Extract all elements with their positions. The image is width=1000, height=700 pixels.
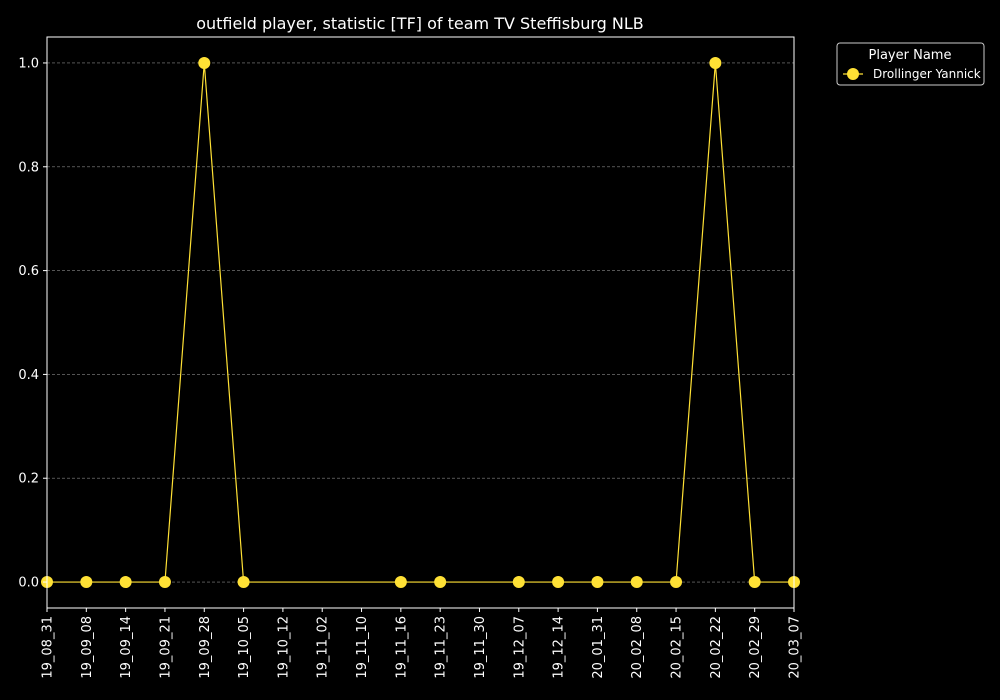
y-tick-label: 0.8: [18, 160, 39, 175]
data-point-marker: [237, 576, 250, 589]
x-tick-label: 20_02_22: [709, 616, 724, 679]
x-tick-label: 19_12_07: [512, 616, 527, 679]
x-tick-label: 19_09_21: [158, 616, 173, 679]
x-tick-label: 19_11_23: [434, 616, 449, 679]
x-tick-label: 20_02_15: [670, 616, 685, 679]
y-tick-label: 0.4: [18, 368, 39, 383]
data-point-marker: [552, 576, 565, 589]
y-tick-label: 0.0: [18, 576, 39, 591]
data-point-marker: [394, 576, 407, 589]
x-tick-label: 20_01_31: [591, 616, 606, 679]
x-tick-label: 19_11_30: [473, 616, 488, 679]
data-point-marker: [158, 576, 171, 589]
legend-title: Player Name: [869, 48, 952, 63]
x-tick-label: 19_12_14: [552, 616, 567, 679]
data-point-marker: [119, 576, 132, 589]
x-tick-label: 19_10_12: [276, 616, 291, 679]
x-tick-label: 20_02_29: [748, 616, 763, 679]
legend: Player Name Drollinger Yannick: [836, 42, 985, 86]
x-tick-label: 19_08_31: [41, 616, 56, 679]
data-point-marker: [512, 576, 525, 589]
x-tick-label: 20_02_08: [630, 616, 645, 679]
data-point-marker: [748, 576, 761, 589]
y-axis: 0.0 0.2 0.4 0.6 0.8 1.0: [18, 56, 47, 591]
data-point-marker: [198, 56, 211, 69]
data-point-marker: [591, 576, 604, 589]
x-axis: 19_08_31 19_09_08 19_09_14 19_09_21 19_09_28…: [41, 608, 803, 679]
data-point-marker: [434, 576, 447, 589]
x-tick-label: 19_11_16: [394, 616, 409, 679]
x-tick-label: 19_09_28: [198, 616, 213, 679]
chart-title: outfield player, statistic [TF] of team …: [196, 14, 644, 33]
y-tick-label: 0.2: [18, 472, 39, 487]
y-tick-label: 1.0: [18, 56, 39, 71]
series-layer: [41, 56, 800, 589]
x-tick-label: 20_03_07: [788, 616, 803, 679]
data-point-marker: [80, 576, 93, 589]
x-tick-label: 19_09_14: [119, 616, 134, 679]
x-tick-label: 19_09_08: [80, 616, 95, 679]
legend-box: [836, 42, 985, 86]
data-point-marker: [670, 576, 683, 589]
x-tick-label: 19_10_05: [237, 616, 252, 679]
plot-frame: [46, 36, 795, 609]
y-tick-label: 0.6: [18, 264, 39, 279]
x-tick-label: 19_11_02: [316, 616, 331, 679]
data-point-marker: [709, 56, 722, 69]
legend-series-label: Drollinger Yannick: [873, 67, 981, 81]
data-point-marker: [630, 576, 643, 589]
x-tick-label: 19_11_10: [355, 616, 370, 679]
series-line: [47, 62, 794, 583]
legend-series-swatch-marker: [847, 68, 859, 80]
